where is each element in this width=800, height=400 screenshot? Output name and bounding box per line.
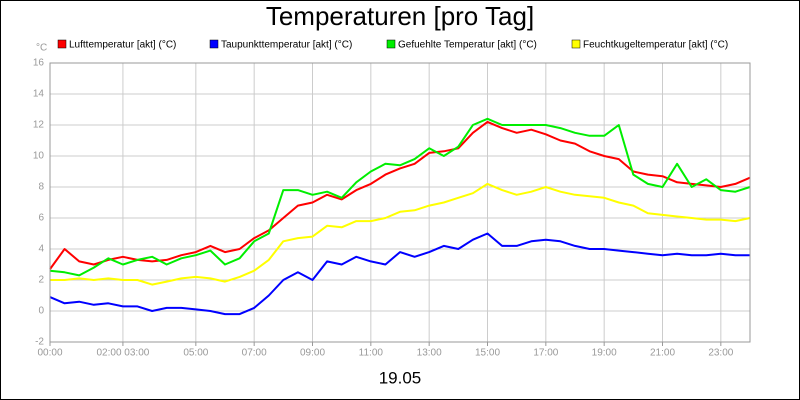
x-tick-label: 21:00 bbox=[650, 348, 675, 359]
series-line bbox=[49, 232, 750, 316]
x-tick-label: 11:00 bbox=[359, 348, 384, 359]
y-tick-label: 10 bbox=[33, 151, 45, 162]
x-tick-label: 02:00 03:00 bbox=[97, 348, 150, 359]
y-tick-label: -2 bbox=[35, 337, 44, 348]
legend-label: Taupunkttemperatur [akt] (°C) bbox=[221, 40, 352, 51]
x-tick-label: 09:00 bbox=[300, 348, 325, 359]
x-tick-label: 13:00 bbox=[417, 348, 442, 359]
series-line bbox=[49, 117, 751, 277]
plot-border bbox=[49, 62, 751, 343]
x-tick-label: 05:00 bbox=[183, 348, 208, 359]
legend-swatch bbox=[386, 39, 396, 49]
y-tick-label: 16 bbox=[33, 58, 45, 69]
legend-swatch bbox=[571, 39, 581, 49]
x-tick-label: 23:00 bbox=[708, 348, 733, 359]
legend-label: Lufttemperatur [akt] (°C) bbox=[69, 40, 176, 51]
y-tick-label: 0 bbox=[38, 306, 44, 317]
legend-swatch bbox=[209, 39, 219, 49]
legend-label: Feuchtkugeltemperatur [akt] (°C) bbox=[583, 40, 728, 51]
y-tick-label: 2 bbox=[38, 275, 44, 286]
x-tick-label: 00:00 bbox=[37, 348, 62, 359]
y-tick-label: 14 bbox=[33, 89, 45, 100]
x-tick-label: 19:00 bbox=[592, 348, 617, 359]
plot-area bbox=[49, 62, 751, 343]
legend-label: Gefuehlte Temperatur [akt] (°C) bbox=[398, 40, 537, 51]
chart-title: Temperaturen [pro Tag] bbox=[266, 1, 534, 31]
y-tick-label: 4 bbox=[38, 244, 44, 255]
y-unit: °C bbox=[36, 43, 47, 54]
x-tick-label: 17:00 bbox=[533, 348, 558, 359]
series-line bbox=[50, 182, 751, 286]
y-tick-label: 12 bbox=[33, 120, 45, 131]
y-tick-label: 8 bbox=[38, 182, 44, 193]
x-axis-label: 19.05 bbox=[379, 368, 422, 387]
x-tick-label: 15:00 bbox=[475, 348, 500, 359]
x-tick-label: 07:00 bbox=[242, 348, 267, 359]
y-tick-label: 6 bbox=[38, 213, 44, 224]
legend-swatch bbox=[57, 39, 67, 49]
